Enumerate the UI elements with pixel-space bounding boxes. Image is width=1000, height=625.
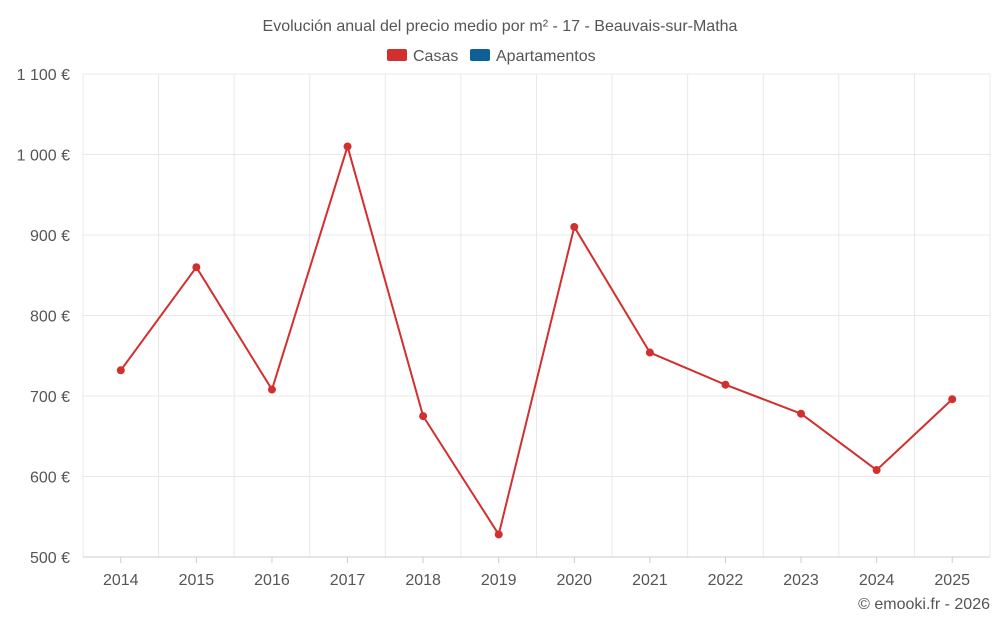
data-point-casas-2017[interactable]	[343, 142, 352, 151]
x-tick-label: 2025	[934, 572, 970, 589]
x-tick-label: 2018	[405, 572, 441, 589]
data-point-casas-2021[interactable]	[645, 348, 654, 357]
x-tick-label: 2024	[859, 572, 895, 589]
legend: Casas Apartamentos	[387, 48, 596, 65]
legend-item-apartamentos[interactable]: Apartamentos	[470, 48, 596, 65]
x-tick-label: 2019	[481, 572, 517, 589]
y-tick-label: 500 €	[30, 550, 70, 567]
y-tick-label: 1 100 €	[17, 67, 70, 84]
x-tick-label: 2022	[708, 572, 744, 589]
credit-text: © emooki.fr - 2026	[858, 596, 990, 613]
y-tick-label: 1 000 €	[17, 148, 70, 165]
x-axis: 2014 2015 2016 2017 2018 2019 2020 2021 2022 2023…	[83, 556, 990, 589]
y-tick-label: 900 €	[30, 228, 70, 245]
y-tick-label: 600 €	[30, 470, 70, 487]
y-tick-label: 700 €	[30, 389, 70, 406]
x-tick-label: 2020	[556, 572, 592, 589]
series-casas	[116, 142, 957, 539]
legend-item-casas[interactable]: Casas	[387, 48, 458, 65]
x-tick-label: 2016	[254, 572, 290, 589]
legend-swatch-apartamentos	[470, 49, 490, 61]
x-tick-label: 2021	[632, 572, 668, 589]
chart-title: Evolución anual del precio medio por m² …	[263, 18, 738, 35]
data-point-casas-2014[interactable]	[116, 366, 125, 375]
data-point-casas-2020[interactable]	[570, 222, 579, 231]
data-point-casas-2023[interactable]	[797, 409, 806, 418]
series-line-casas	[119, 145, 953, 536]
x-tick-label: 2015	[179, 572, 215, 589]
data-point-casas-2019[interactable]	[494, 530, 503, 539]
x-tick-label: 2014	[103, 572, 139, 589]
legend-label-casas: Casas	[413, 48, 458, 65]
legend-label-apartamentos: Apartamentos	[496, 48, 596, 65]
x-tick-label: 2017	[330, 572, 366, 589]
data-point-casas-2025[interactable]	[948, 395, 957, 404]
data-point-casas-2024[interactable]	[872, 466, 881, 475]
data-point-casas-2016[interactable]	[267, 385, 276, 394]
data-point-casas-2015[interactable]	[192, 263, 201, 272]
x-tick-label: 2023	[783, 572, 819, 589]
y-tick-label: 800 €	[30, 309, 70, 326]
grid	[82, 73, 991, 558]
y-axis: 500 € 600 € 700 € 800 € 900 € 1 000 € 1 100 €	[17, 67, 70, 567]
legend-swatch-casas	[387, 49, 407, 61]
data-point-casas-2022[interactable]	[721, 380, 730, 389]
data-point-casas-2018[interactable]	[419, 412, 428, 421]
